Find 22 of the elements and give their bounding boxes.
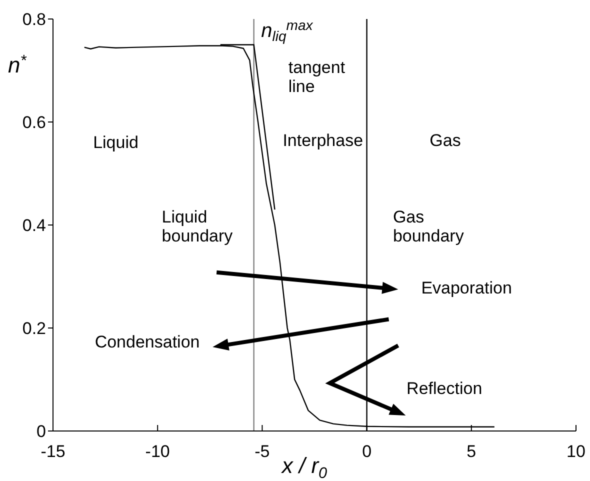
- y-tick-label: 0.8: [22, 10, 46, 30]
- y-tick-label: 0.2: [22, 319, 46, 338]
- y-axis-title: n$^{*}$: [8, 52, 28, 78]
- y-tick-label: 0.6: [22, 113, 46, 132]
- x-axis-title: x / r$_{0}$: [280, 453, 328, 481]
- x-tick-label: 5: [466, 442, 476, 462]
- y-tick-label: 0: [36, 422, 46, 442]
- annotation: Evaporation: [421, 278, 512, 298]
- annotation: Gas boundary: [392, 207, 464, 246]
- x-tick-label: -15: [40, 442, 66, 462]
- annotation: Liquid: [93, 132, 138, 152]
- x-tick-label: 10: [566, 442, 586, 462]
- annotation: tangent line: [288, 58, 346, 96]
- x-tick-label: -10: [145, 442, 170, 462]
- annotation: Liquid boundary: [162, 207, 234, 246]
- annotation: Interphase: [282, 131, 364, 150]
- annotation: Reflection: [406, 378, 482, 398]
- x-tick-label: -5: [254, 442, 270, 462]
- annotation: Gas: [430, 131, 461, 150]
- x-tick-label: 0: [362, 442, 372, 462]
- y-tick-label: 0.4: [22, 216, 46, 236]
- annotation: Condensation: [94, 332, 200, 352]
